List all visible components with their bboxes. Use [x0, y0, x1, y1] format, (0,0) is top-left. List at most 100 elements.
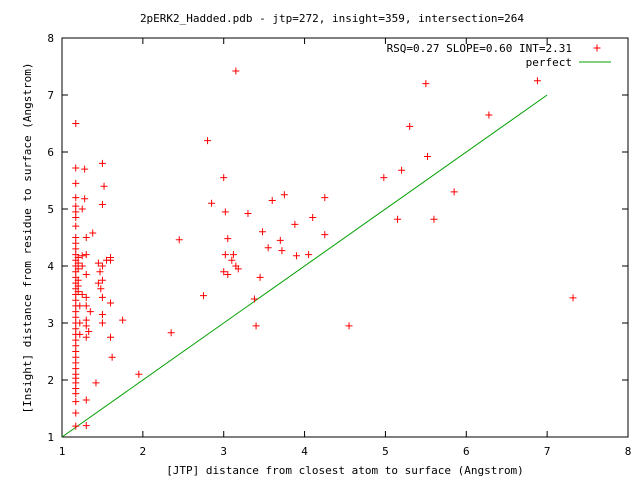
- data-point: [72, 409, 80, 417]
- data-point: [250, 295, 258, 303]
- data-point: [321, 194, 329, 202]
- data-point: [228, 256, 236, 264]
- data-point: [422, 80, 430, 88]
- data-point: [72, 164, 80, 172]
- x-tick-label: 7: [544, 445, 551, 458]
- data-point: [98, 319, 106, 327]
- data-point: [394, 215, 402, 223]
- data-point: [81, 195, 89, 203]
- data-point: [78, 262, 86, 270]
- data-point: [72, 202, 80, 210]
- y-tick-label: 7: [47, 89, 54, 102]
- data-point: [107, 333, 115, 341]
- data-point: [86, 308, 94, 316]
- x-tick-label: 8: [625, 445, 632, 458]
- data-point: [221, 208, 229, 216]
- data-point: [229, 251, 237, 259]
- data-point: [92, 379, 100, 387]
- data-point: [82, 302, 90, 310]
- data-point: [85, 328, 93, 336]
- legend: RSQ=0.27 SLOPE=0.60 INT=2.31 perfect: [387, 42, 611, 69]
- data-point: [268, 196, 276, 204]
- data-point: [82, 422, 90, 430]
- data-point: [119, 316, 127, 324]
- y-tick-label: 2: [47, 374, 54, 387]
- legend-marker-points: [593, 44, 601, 52]
- data-point: [135, 370, 143, 378]
- data-point: [96, 268, 104, 276]
- data-point: [220, 174, 228, 182]
- data-point: [82, 293, 90, 301]
- data-point: [321, 231, 329, 239]
- x-tick-label: 4: [301, 445, 308, 458]
- data-point: [100, 182, 108, 190]
- plot-area: 1 2 3 4 5 6 7 8 1 2 3 4 5 6 7 8: [47, 32, 631, 458]
- data-point: [200, 292, 207, 300]
- data-point: [252, 322, 260, 330]
- data-point: [309, 214, 317, 222]
- data-point: [569, 294, 577, 302]
- data-point: [78, 252, 86, 260]
- data-point: [72, 234, 80, 241]
- data-point: [82, 271, 90, 279]
- x-tick-label: 1: [59, 445, 66, 458]
- data-point: [406, 122, 414, 130]
- data-point: [430, 215, 438, 223]
- data-point: [167, 329, 175, 337]
- data-point: [72, 120, 80, 127]
- y-tick-label: 5: [47, 203, 54, 216]
- data-point: [78, 291, 86, 298]
- y-tick-label: 1: [47, 431, 54, 444]
- data-point: [97, 285, 105, 293]
- y-tick-label: 4: [47, 260, 54, 273]
- data-point: [82, 322, 90, 330]
- data-point: [72, 222, 80, 230]
- data-point: [533, 77, 541, 85]
- data-point: [204, 137, 212, 145]
- data-point: [81, 165, 89, 173]
- x-axis-label: [JTP] distance from closest atom to surf…: [166, 464, 524, 477]
- data-point: [291, 220, 299, 228]
- data-point: [232, 67, 240, 75]
- data-point: [264, 244, 272, 252]
- data-point: [98, 293, 106, 301]
- data-point: [94, 279, 102, 287]
- data-point: [423, 153, 431, 161]
- x-tick-label: 5: [382, 445, 389, 458]
- legend-label-perfect: perfect: [526, 56, 572, 69]
- data-point: [98, 200, 106, 208]
- data-point: [224, 271, 232, 279]
- data-point: [74, 276, 82, 284]
- y-tick-label: 6: [47, 146, 54, 159]
- data-point: [256, 273, 264, 281]
- data-point: [175, 236, 183, 244]
- data-point: [278, 247, 286, 255]
- data-point: [94, 259, 102, 267]
- data-point: [276, 236, 284, 244]
- data-point: [108, 353, 116, 361]
- data-point: [485, 111, 493, 119]
- data-point: [76, 302, 84, 310]
- y-tick-label: 3: [47, 317, 54, 330]
- data-point: [72, 422, 80, 430]
- legend-label-points: RSQ=0.27 SLOPE=0.60 INT=2.31: [387, 42, 572, 55]
- perfect-line: [61, 94, 548, 438]
- data-point: [305, 251, 313, 259]
- data-point: [107, 256, 115, 264]
- data-point: [98, 276, 106, 284]
- data-point: [98, 159, 106, 167]
- data-point: [76, 319, 84, 327]
- data-point: [82, 333, 90, 341]
- data-point: [224, 235, 232, 243]
- data-point: [76, 330, 84, 338]
- data-point: [82, 251, 90, 259]
- data-point: [221, 251, 229, 259]
- data-point: [280, 191, 288, 199]
- data-point: [98, 262, 106, 270]
- data-point: [107, 299, 115, 307]
- data-point: [450, 188, 458, 196]
- y-axis-label: [Insight] distance from residue to surfa…: [21, 63, 34, 414]
- data-point: [82, 234, 90, 241]
- data-point: [98, 310, 106, 318]
